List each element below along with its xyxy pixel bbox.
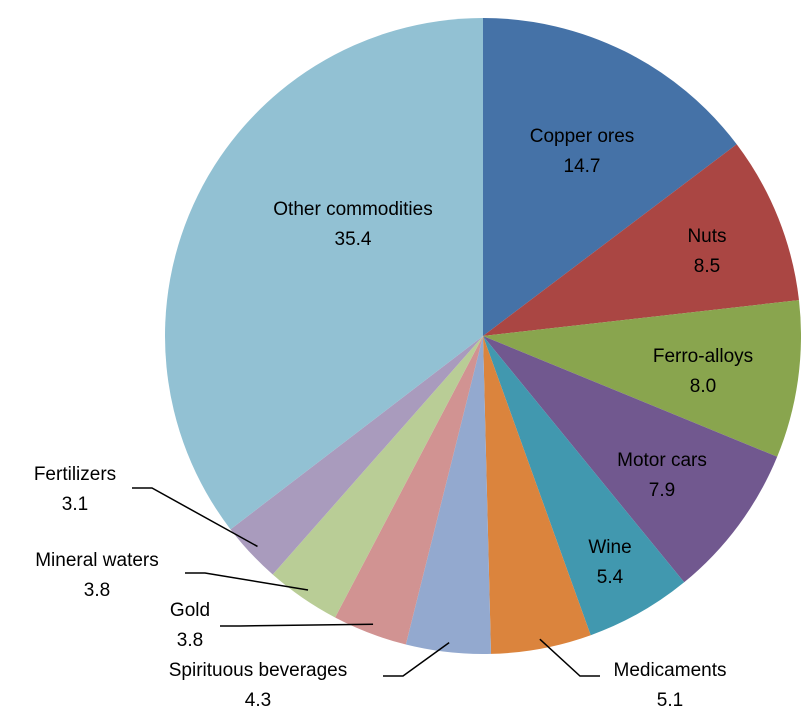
leader-line xyxy=(220,623,374,627)
pie-slice xyxy=(230,336,483,575)
leader-line xyxy=(539,638,600,677)
slice-value: 3.8 xyxy=(84,580,110,601)
slice-label: Other commodities xyxy=(273,199,432,220)
slice-label: Copper ores xyxy=(530,126,635,147)
slice-value: 8.5 xyxy=(694,256,720,277)
pie-slice xyxy=(165,18,483,530)
pie-slice xyxy=(483,336,778,583)
slice-label: Spirituous beverages xyxy=(169,660,348,681)
slice-value: 5.4 xyxy=(597,567,624,588)
pie-slice xyxy=(335,336,483,645)
slice-label: Motor cars xyxy=(617,450,707,471)
slice-value: 35.4 xyxy=(335,229,372,250)
slice-label: Gold xyxy=(170,600,210,621)
pie-slice xyxy=(272,336,483,618)
slice-value: 3.8 xyxy=(177,630,203,651)
slice-label: Medicaments xyxy=(614,660,727,681)
slice-value: 5.1 xyxy=(657,690,683,711)
leader-line xyxy=(132,487,258,548)
slice-value: 4.3 xyxy=(245,690,271,711)
slice-label: Nuts xyxy=(687,226,726,247)
leader-line xyxy=(185,572,309,591)
slice-label: Fertilizers xyxy=(34,464,116,485)
pie-slice xyxy=(483,144,799,336)
slice-label: Wine xyxy=(588,537,631,558)
slice-value: 3.1 xyxy=(62,494,88,515)
pie-slice xyxy=(483,18,737,336)
slice-value: 7.9 xyxy=(649,480,675,501)
slice-label: Ferro-alloys xyxy=(653,346,753,367)
pie-slice xyxy=(483,336,591,654)
leader-line xyxy=(383,641,450,677)
slice-value: 8.0 xyxy=(690,376,716,397)
pie-slice xyxy=(405,336,491,654)
slice-label: Mineral waters xyxy=(35,550,159,571)
pie-slice xyxy=(483,336,685,636)
pie-slice xyxy=(483,300,801,457)
slice-value: 14.7 xyxy=(564,156,601,177)
